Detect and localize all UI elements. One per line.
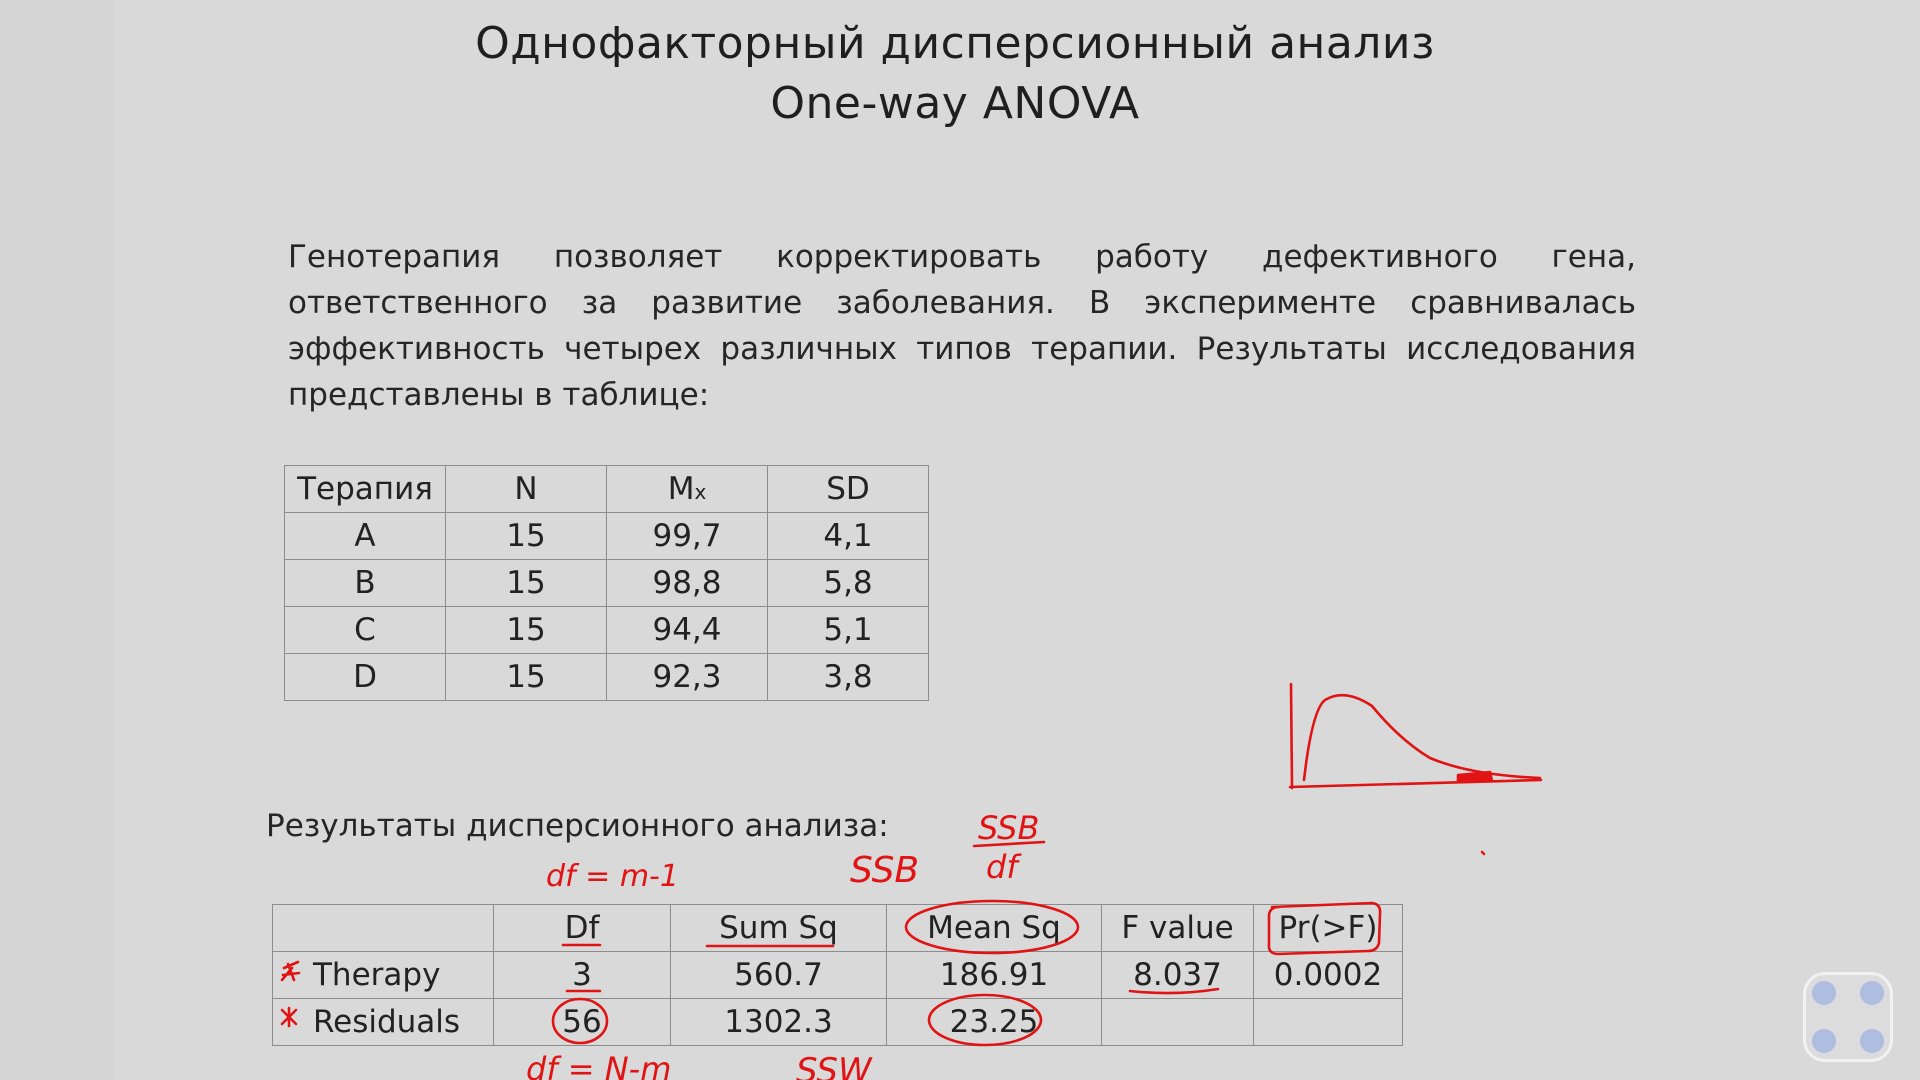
header-n: N <box>445 465 607 513</box>
header-empty <box>272 904 494 952</box>
mean-cell: 92,3 <box>606 653 768 701</box>
annotation-ssb: SSB <box>850 850 919 891</box>
left-margin-band <box>0 0 114 1080</box>
p-value-cell <box>1253 998 1403 1046</box>
therapy-cell: B <box>284 559 446 607</box>
mean-cell: 99,7 <box>606 512 768 560</box>
header-sum-sq: Sum Sq <box>670 904 887 952</box>
f-curve-y-axis <box>1289 682 1294 790</box>
problem-statement: Генотерапия позволяет корректировать раб… <box>288 239 1636 413</box>
df-cell: 56 <box>493 998 671 1046</box>
nav-dot-icon <box>1860 981 1884 1005</box>
mean-sq-cell: 186.91 <box>886 951 1102 999</box>
p-value-cell: 0.0002 <box>1253 951 1403 999</box>
annotation-fraction-bar <box>972 840 1046 848</box>
mean-cell: 94,4 <box>606 606 768 654</box>
header-p-value: Pr(>F) <box>1253 904 1403 952</box>
table-row: B 15 98,8 5,8 <box>284 559 929 607</box>
header-sd: SD <box>767 465 929 513</box>
row-label-therapy: Therapy <box>272 951 494 999</box>
header-df: Df <box>493 904 671 952</box>
annotation-fraction-bottom: df <box>986 848 1022 886</box>
sd-cell: 5,8 <box>767 559 929 607</box>
f-value-cell: 8.037 <box>1101 951 1254 999</box>
slide-navigation-icon[interactable] <box>1803 972 1893 1062</box>
table-row: Therapy 3 560.7 186.91 8.037 0.0002 <box>272 951 1403 999</box>
table-row: A 15 99,7 4,1 <box>284 512 929 560</box>
table-header-row: Df Sum Sq Mean Sq F value Pr(>F) <box>272 904 1403 952</box>
nav-dot-icon <box>1812 981 1836 1005</box>
f-value-cell <box>1101 998 1254 1046</box>
mean-cell: 98,8 <box>606 559 768 607</box>
sd-cell: 3,8 <box>767 653 929 701</box>
annotation-df-between: df = m-1 <box>546 859 679 894</box>
table-header-row: Терапия N Mx SD <box>284 465 929 513</box>
header-f-value: F value <box>1101 904 1254 952</box>
anova-results-heading: Результаты дисперсионного анализа: <box>266 808 889 844</box>
df-cell: 3 <box>493 951 671 999</box>
therapy-data-table: Терапия N Mx SD A 15 99,7 4,1 B 15 98,8 … <box>284 465 929 701</box>
f-distribution-curve <box>1302 693 1542 782</box>
sd-cell: 5,1 <box>767 606 929 654</box>
slide-title-english: One-way ANOVA <box>770 78 1140 129</box>
stray-dot <box>1480 850 1486 856</box>
f-curve-x-axis <box>1288 778 1543 789</box>
anova-results-table: Df Sum Sq Mean Sq F value Pr(>F) Therapy… <box>272 904 1403 1046</box>
header-mean-sq: Mean Sq <box>886 904 1102 952</box>
therapy-cell: C <box>284 606 446 654</box>
n-cell: 15 <box>445 606 607 654</box>
annotation-ssw: SSW <box>796 1051 873 1080</box>
row-label-residuals: Residuals <box>272 998 494 1046</box>
nav-dot-icon <box>1860 1029 1884 1053</box>
slide-title-russian: Однофакторный дисперсионный анализ <box>475 18 1435 69</box>
therapy-cell: D <box>284 653 446 701</box>
therapy-cell: A <box>284 512 446 560</box>
nav-dot-icon <box>1812 1029 1836 1053</box>
mean-sq-cell: 23.25 <box>886 998 1102 1046</box>
f-curve-tail-shading <box>1456 770 1494 784</box>
header-mean: Mx <box>606 465 768 513</box>
table-row: D 15 92,3 3,8 <box>284 653 929 701</box>
header-mean-subscript: x <box>694 480 707 504</box>
annotation-fraction-top: SSB <box>978 809 1039 847</box>
sd-cell: 4,1 <box>767 512 929 560</box>
n-cell: 15 <box>445 559 607 607</box>
n-cell: 15 <box>445 653 607 701</box>
sum-sq-cell: 560.7 <box>670 951 887 999</box>
annotation-df-within: df = N-m <box>526 1050 671 1080</box>
sum-sq-cell: 1302.3 <box>670 998 887 1046</box>
n-cell: 15 <box>445 512 607 560</box>
table-row: Residuals 56 1302.3 23.25 <box>272 998 1403 1046</box>
header-therapy: Терапия <box>284 465 446 513</box>
header-mean-main: M <box>667 471 695 507</box>
table-row: C 15 94,4 5,1 <box>284 606 929 654</box>
